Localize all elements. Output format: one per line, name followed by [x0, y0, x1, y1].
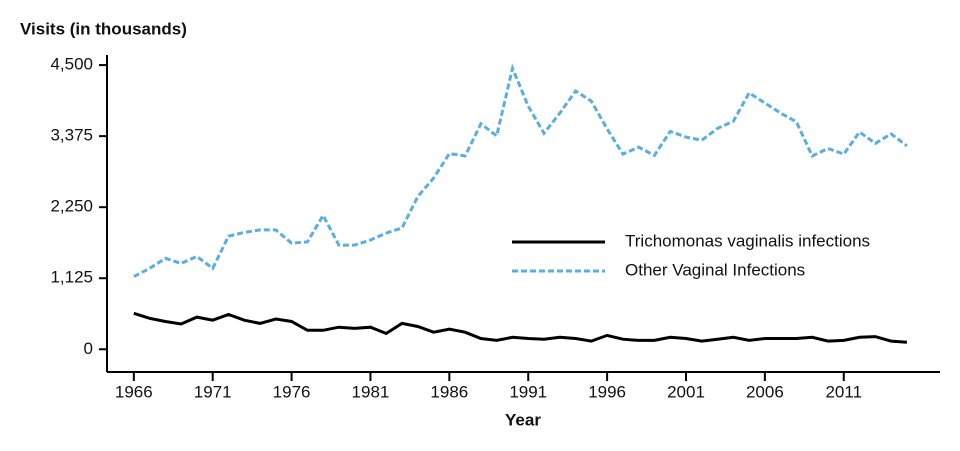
y-axis-title: Visits (in thousands) [20, 19, 187, 38]
y-tick-label: 0 [84, 339, 93, 358]
y-tick-label: 3,375 [50, 126, 93, 145]
x-tick-label: 2011 [825, 382, 862, 401]
x-tick-label: 1976 [273, 382, 311, 401]
series-line [133, 63, 908, 278]
legend-label: Trichomonas vaginalis infections [625, 231, 870, 250]
x-tick-label: 1981 [352, 382, 390, 401]
x-tick-label: 1991 [509, 382, 547, 401]
x-axis-title: Year [505, 410, 541, 429]
x-tick-label: 2006 [746, 382, 784, 401]
x-tick-label: 1996 [588, 382, 626, 401]
y-tick-label: 4,500 [50, 55, 93, 74]
x-tick-label: 1971 [194, 382, 232, 401]
series-line [133, 311, 908, 344]
x-tick-label: 2001 [667, 382, 705, 401]
x-tick-label: 1986 [430, 382, 468, 401]
legend-label: Other Vaginal Infections [625, 260, 805, 279]
y-tick-label: 1,125 [50, 268, 93, 287]
y-tick-label: 2,250 [50, 197, 93, 216]
x-tick-label: 1966 [115, 382, 153, 401]
